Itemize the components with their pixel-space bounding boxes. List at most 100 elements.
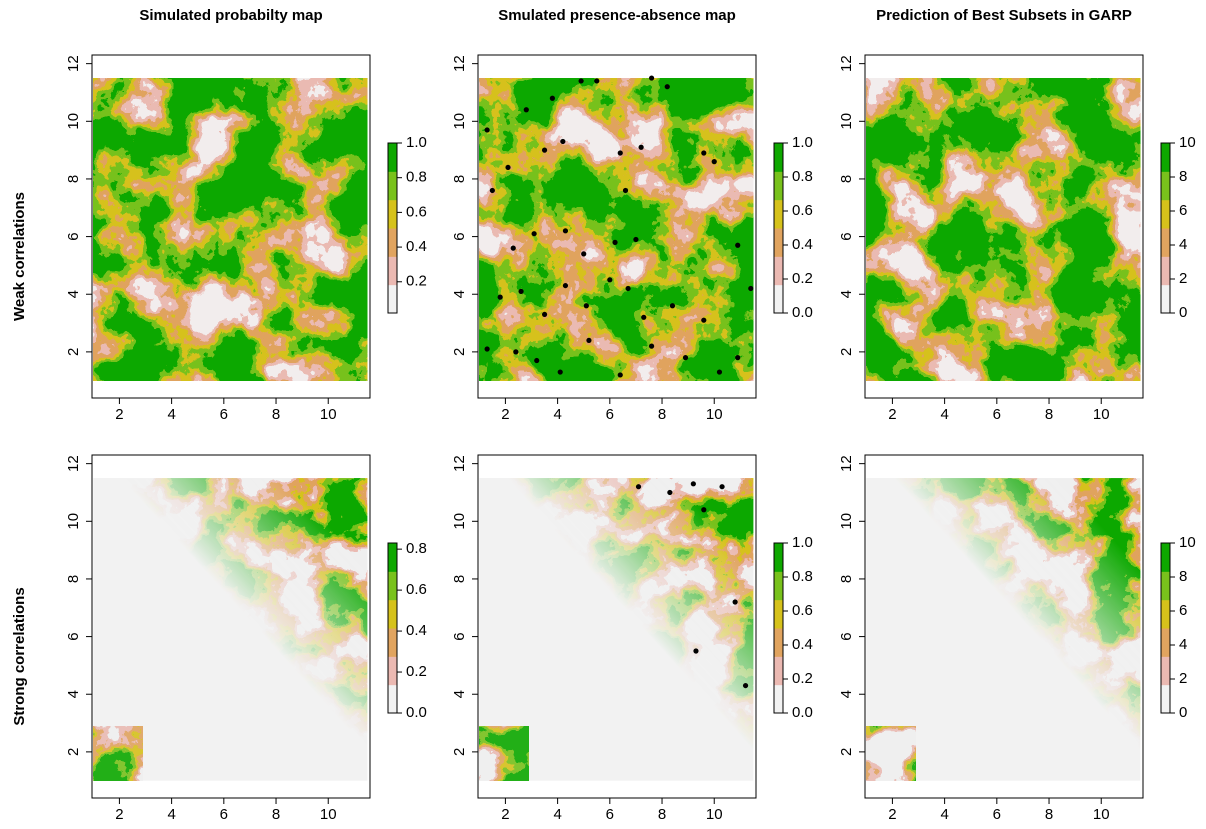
y-tick-label: 2 (838, 748, 855, 756)
y-tick-label: 10 (451, 113, 468, 130)
row-label: Weak correlations (11, 192, 28, 321)
colorbar-segment (774, 571, 783, 600)
colorbar-segment (388, 685, 397, 714)
presence-point (511, 246, 516, 251)
colorbar-segment (774, 656, 783, 685)
presence-point (513, 349, 518, 354)
y-tick-label: 4 (65, 290, 82, 298)
presence-point (584, 303, 589, 308)
presence-point (612, 240, 617, 245)
colorbar-tick-label: 0.0 (406, 704, 427, 721)
colorbar-tick-label: 8 (1179, 568, 1187, 585)
y-tick-label: 12 (451, 455, 468, 472)
colorbar-segment (1161, 200, 1170, 229)
colorbar-segment (774, 285, 783, 314)
colorbar-tick-label: 10 (1179, 134, 1196, 151)
colorbar-segment (774, 685, 783, 714)
colorbar-tick-label: 0.8 (792, 568, 813, 585)
colorbar-tick-label: 2 (1179, 670, 1187, 687)
presence-point (636, 484, 641, 489)
presence-point (693, 648, 698, 653)
y-tick-label: 10 (65, 113, 82, 130)
colorbar-tick-label: 8 (1179, 168, 1187, 185)
x-tick-label: 4 (553, 406, 561, 423)
x-tick-label: 2 (115, 806, 123, 823)
x-tick-label: 10 (320, 806, 337, 823)
colorbar-segment (388, 171, 397, 200)
panel: 246810246810120246810 (838, 55, 1196, 423)
presence-point (563, 228, 568, 233)
presence-point (607, 277, 612, 282)
panel: 246810246810120246810 (838, 455, 1196, 823)
y-tick-label: 10 (451, 513, 468, 530)
column-title: Prediction of Best Subsets in GARP (876, 7, 1132, 24)
colorbar-tick-label: 0.4 (792, 236, 813, 253)
colorbar-segment (774, 200, 783, 229)
raster (866, 78, 1140, 381)
colorbar-segment (774, 600, 783, 629)
presence-point (518, 289, 523, 294)
y-tick-label: 12 (838, 55, 855, 72)
y-tick-label: 12 (65, 455, 82, 472)
x-tick-label: 2 (501, 406, 509, 423)
presence-point (735, 243, 740, 248)
x-tick-label: 8 (272, 806, 280, 823)
colorbar-segment (388, 543, 397, 572)
colorbar-tick-label: 0.6 (406, 203, 427, 220)
colorbar-tick-label: 0.4 (792, 636, 813, 653)
x-tick-label: 2 (115, 406, 123, 423)
x-tick-label: 10 (706, 806, 723, 823)
presence-point (733, 599, 738, 604)
x-tick-label: 2 (501, 806, 509, 823)
colorbar-segment (1161, 256, 1170, 285)
presence-point (558, 369, 563, 374)
x-tick-label: 8 (1045, 406, 1053, 423)
colorbar-segment (388, 143, 397, 172)
presence-point (581, 251, 586, 256)
y-tick-label: 8 (65, 575, 82, 583)
colorbar-segment (774, 143, 783, 172)
colorbar-segment (1161, 285, 1170, 314)
y-tick-label: 2 (65, 748, 82, 756)
y-tick-label: 8 (451, 175, 468, 183)
colorbar-segment (388, 228, 397, 257)
colorbar-tick-label: 0.2 (406, 663, 427, 680)
presence-point (485, 127, 490, 132)
x-tick-label: 6 (606, 406, 614, 423)
raster (479, 78, 753, 381)
y-tick-label: 4 (65, 690, 82, 698)
x-tick-label: 6 (993, 806, 1001, 823)
presence-point (625, 286, 630, 291)
y-tick-label: 12 (451, 55, 468, 72)
x-tick-label: 4 (553, 806, 561, 823)
colorbar-tick-label: 1.0 (792, 534, 813, 551)
y-tick-label: 10 (65, 513, 82, 530)
colorbar-segment (1161, 171, 1170, 200)
y-tick-label: 2 (838, 348, 855, 356)
presence-point (633, 237, 638, 242)
colorbar-segment (1161, 685, 1170, 714)
column-title: Smulated presence-absence map (498, 7, 736, 24)
x-tick-label: 2 (888, 406, 896, 423)
colorbar-tick-label: 6 (1179, 602, 1187, 619)
colorbar-tick-label: 0.2 (406, 273, 427, 290)
x-tick-label: 6 (606, 806, 614, 823)
colorbar-segment (388, 256, 397, 285)
presence-point (560, 139, 565, 144)
presence-point (670, 303, 675, 308)
presence-point (594, 78, 599, 83)
x-tick-label: 10 (1093, 406, 1110, 423)
colorbar-tick-label: 10 (1179, 534, 1196, 551)
presence-point (735, 355, 740, 360)
raster-corner (93, 726, 142, 780)
presence-point (639, 145, 644, 150)
column-title: Simulated probabilty map (139, 7, 322, 24)
presence-point (719, 484, 724, 489)
colorbar-segment (774, 628, 783, 657)
colorbar-segment (1161, 600, 1170, 629)
colorbar-segment (1161, 228, 1170, 257)
row-label: Strong correlations (11, 587, 28, 725)
colorbar-tick-label: 0.4 (406, 622, 427, 639)
